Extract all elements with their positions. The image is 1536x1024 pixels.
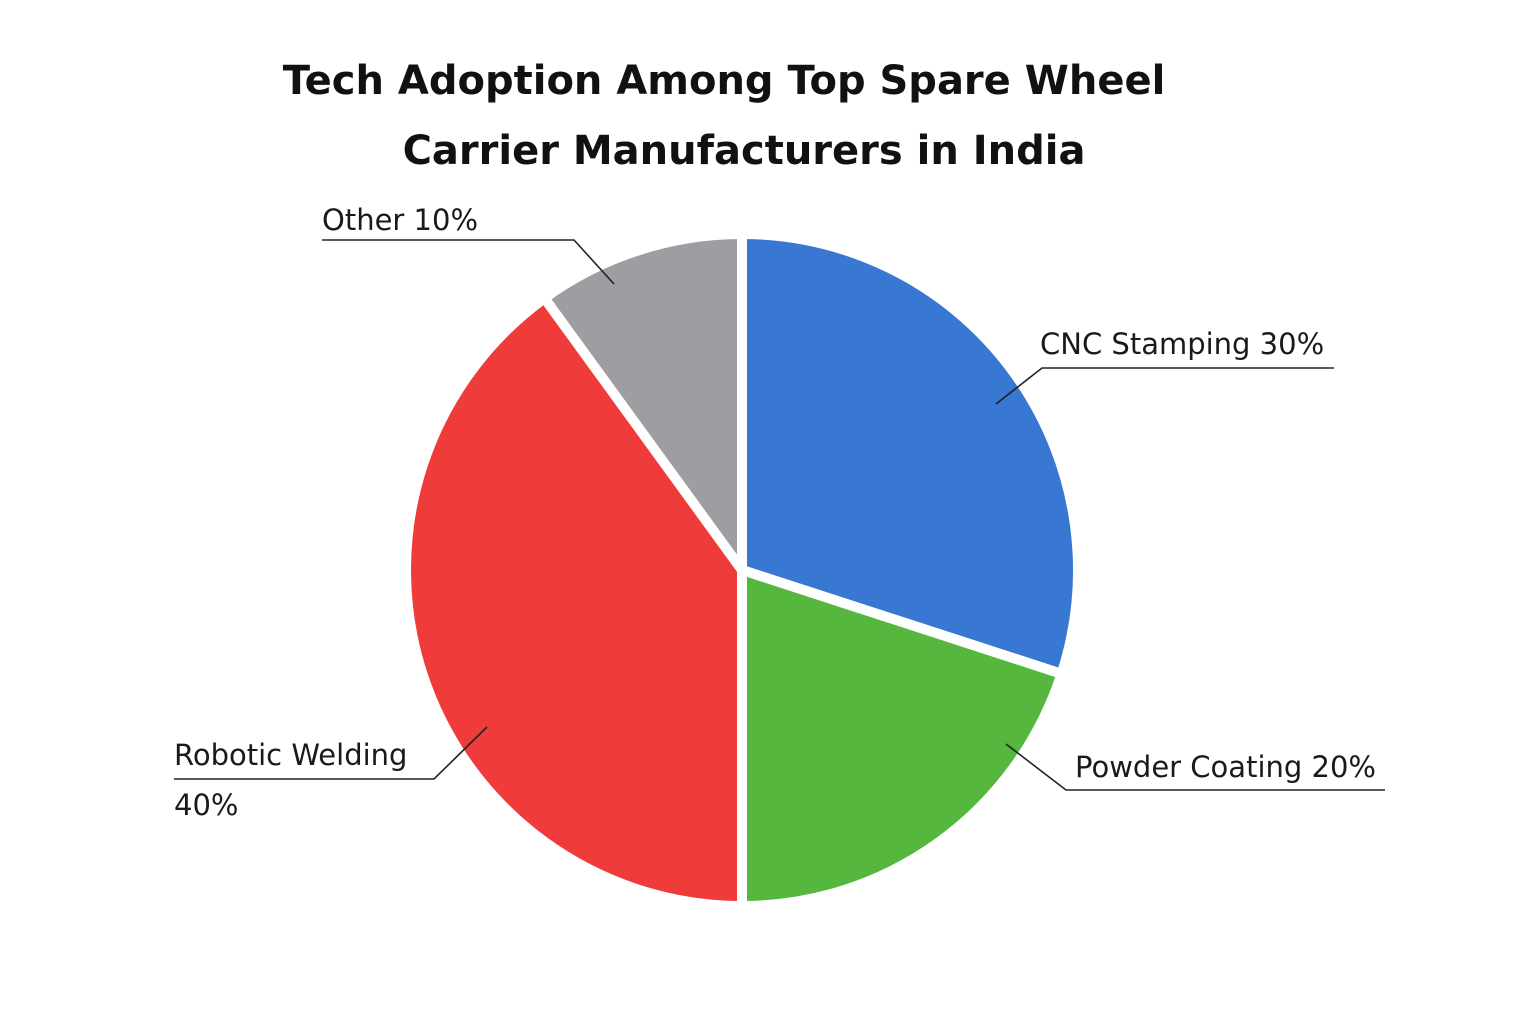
pie-slice-powder-coating bbox=[737, 563, 1068, 912]
leader-line-cnc-stamping bbox=[995, 367, 1334, 405]
slice-labels: CNC Stamping 30% Powder Coating 20% Robo… bbox=[174, 203, 1385, 822]
leader-line-robotic-welding bbox=[174, 726, 488, 780]
slice-label-powder-coating: Powder Coating 20% bbox=[1075, 750, 1376, 784]
pie-slice-cnc-stamping bbox=[737, 228, 1083, 681]
slice-label-robotic-welding-line-2: 40% bbox=[174, 788, 238, 822]
pie-slice-other bbox=[537, 228, 747, 586]
slice-label-other: Other 10% bbox=[322, 203, 478, 237]
slice-label-robotic-welding-line-1: Robotic Welding bbox=[174, 738, 407, 772]
slice-label-cnc-stamping: CNC Stamping 30% bbox=[1040, 327, 1324, 361]
pie-slice-robotic-welding bbox=[400, 291, 747, 912]
chart-title-line-2: Carrier Manufacturers in India bbox=[403, 128, 1086, 174]
leader-line-powder-coating bbox=[1005, 743, 1385, 791]
pie-slices bbox=[400, 228, 1083, 912]
leader-line-other bbox=[322, 239, 615, 285]
chart-title-line-1: Tech Adoption Among Top Spare Wheel bbox=[283, 58, 1166, 104]
